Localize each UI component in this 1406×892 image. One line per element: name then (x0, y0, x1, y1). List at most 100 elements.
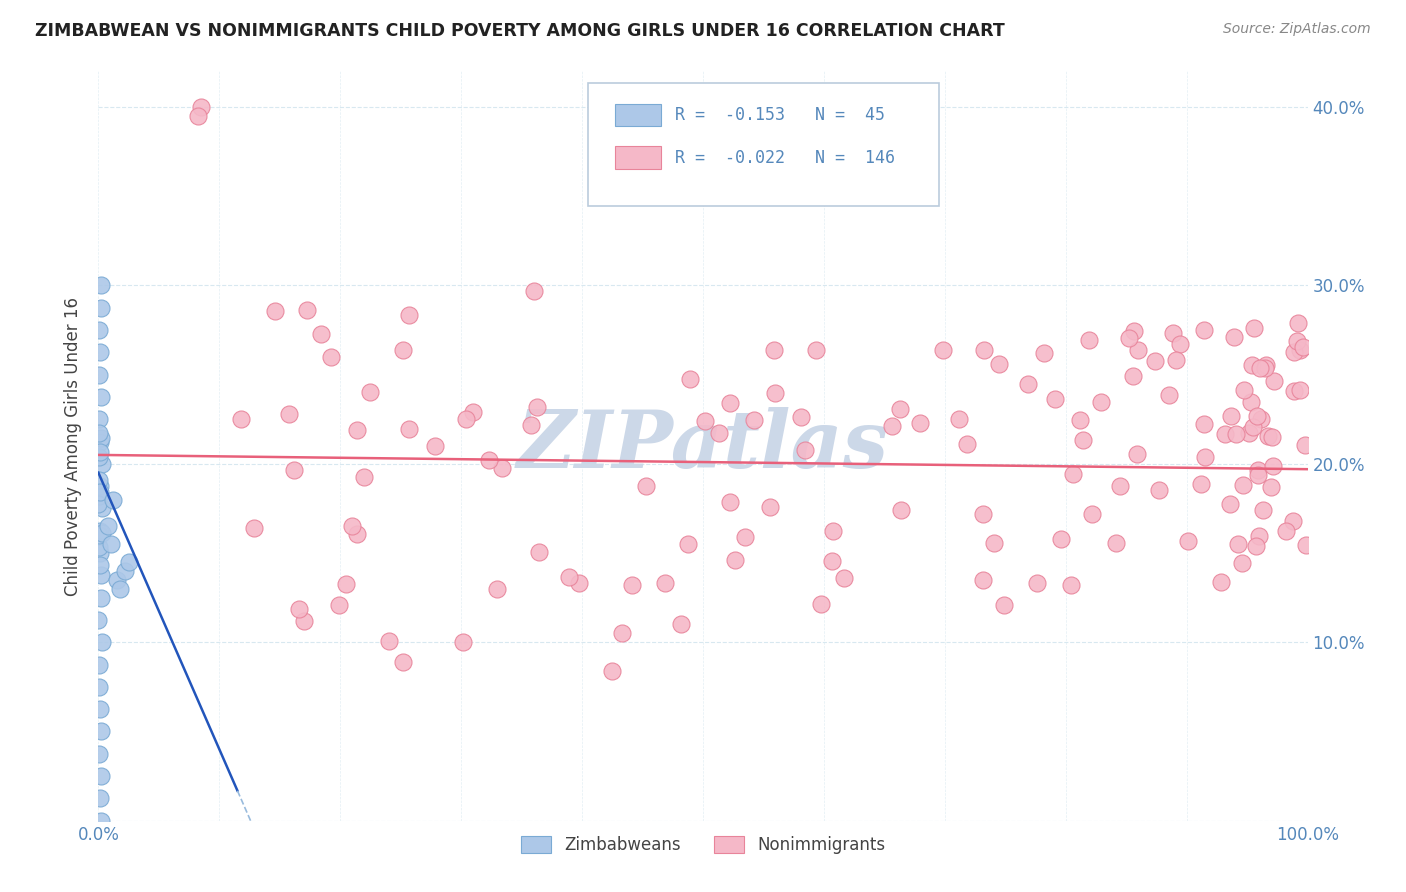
Point (654, 576, 676, 591)
Point (1237, 425, 1260, 440)
Point (91, 635, 114, 649)
Point (118, 555, 141, 569)
Point (288, 602, 311, 616)
Point (880, 418, 903, 433)
Point (1209, 575, 1232, 590)
Point (1144, 354, 1167, 368)
Point (1122, 369, 1144, 384)
Point (679, 372, 702, 386)
Point (89, 546, 111, 560)
Point (87, 497, 110, 511)
Legend: Zimbabweans, Nonimmigrants: Zimbabweans, Nonimmigrants (515, 830, 891, 861)
Point (89, 540, 111, 554)
Point (1286, 334, 1309, 349)
Point (718, 494, 741, 508)
Point (1233, 383, 1256, 397)
Point (1069, 413, 1091, 427)
Point (346, 526, 368, 541)
Point (90, 769, 112, 783)
Point (1104, 536, 1126, 550)
Point (832, 571, 855, 585)
Point (89, 558, 111, 572)
Point (1241, 420, 1264, 434)
Point (956, 437, 979, 451)
Point (478, 453, 501, 467)
Point (1090, 395, 1112, 409)
Point (678, 537, 700, 551)
Point (283, 463, 305, 477)
Point (87, 657, 110, 672)
Point (636, 479, 658, 493)
Point (378, 634, 401, 648)
Point (91, 457, 114, 471)
Point (763, 343, 786, 357)
Point (1251, 503, 1274, 517)
Point (972, 507, 994, 521)
Point (90, 814, 112, 828)
Point (1295, 538, 1317, 552)
Point (277, 407, 299, 421)
Point (89, 702, 111, 716)
Point (889, 402, 911, 417)
Point (1282, 384, 1305, 399)
Point (1289, 383, 1312, 397)
Point (1168, 337, 1191, 351)
Point (1050, 532, 1073, 546)
Point (1017, 376, 1039, 391)
Point (1118, 331, 1140, 345)
Point (1194, 450, 1216, 464)
Point (1260, 479, 1282, 493)
Point (1286, 317, 1309, 331)
Point (486, 582, 509, 596)
Point (90, 591, 112, 605)
Point (908, 417, 931, 431)
Point (1230, 556, 1253, 570)
Point (105, 573, 128, 587)
Point (90, 568, 112, 582)
Point (671, 616, 693, 631)
Point (114, 564, 136, 578)
Text: Source: ZipAtlas.com: Source: ZipAtlas.com (1223, 22, 1371, 37)
Text: ZIMBABWEAN VS NONIMMIGRANTS CHILD POVERTY AMONG GIRLS UNDER 16 CORRELATION CHART: ZIMBABWEAN VS NONIMMIGRANTS CHILD POVERT… (35, 22, 1005, 40)
Point (89, 425, 111, 440)
Point (742, 413, 765, 427)
Point (89, 444, 111, 458)
Point (527, 545, 550, 559)
Point (1232, 478, 1254, 492)
Point (100, 537, 122, 551)
Point (987, 357, 1010, 371)
Point (1109, 478, 1132, 492)
Point (451, 635, 474, 649)
Point (89, 680, 111, 694)
Point (1261, 430, 1284, 444)
Point (101, 492, 124, 507)
Point (763, 386, 786, 401)
Point (328, 598, 350, 612)
Point (87, 412, 110, 426)
Point (90, 526, 112, 541)
Point (309, 326, 332, 341)
Point (1247, 467, 1270, 482)
Point (321, 350, 343, 364)
Point (821, 554, 844, 568)
Point (87, 489, 110, 503)
Point (759, 500, 782, 514)
Point (890, 503, 912, 517)
Point (1177, 534, 1199, 549)
Point (1161, 326, 1184, 341)
Point (1219, 497, 1241, 511)
Point (621, 577, 644, 591)
Point (190, 100, 212, 114)
Point (526, 400, 548, 414)
Point (1261, 458, 1284, 473)
Point (90, 724, 112, 739)
Point (1284, 345, 1306, 359)
Point (87, 613, 110, 627)
Point (519, 417, 541, 432)
Point (810, 597, 832, 611)
Point (89, 434, 111, 449)
Point (87, 528, 110, 542)
Text: R =  -0.153   N =  45: R = -0.153 N = 45 (675, 106, 886, 124)
Point (297, 303, 319, 318)
Point (89, 479, 111, 493)
